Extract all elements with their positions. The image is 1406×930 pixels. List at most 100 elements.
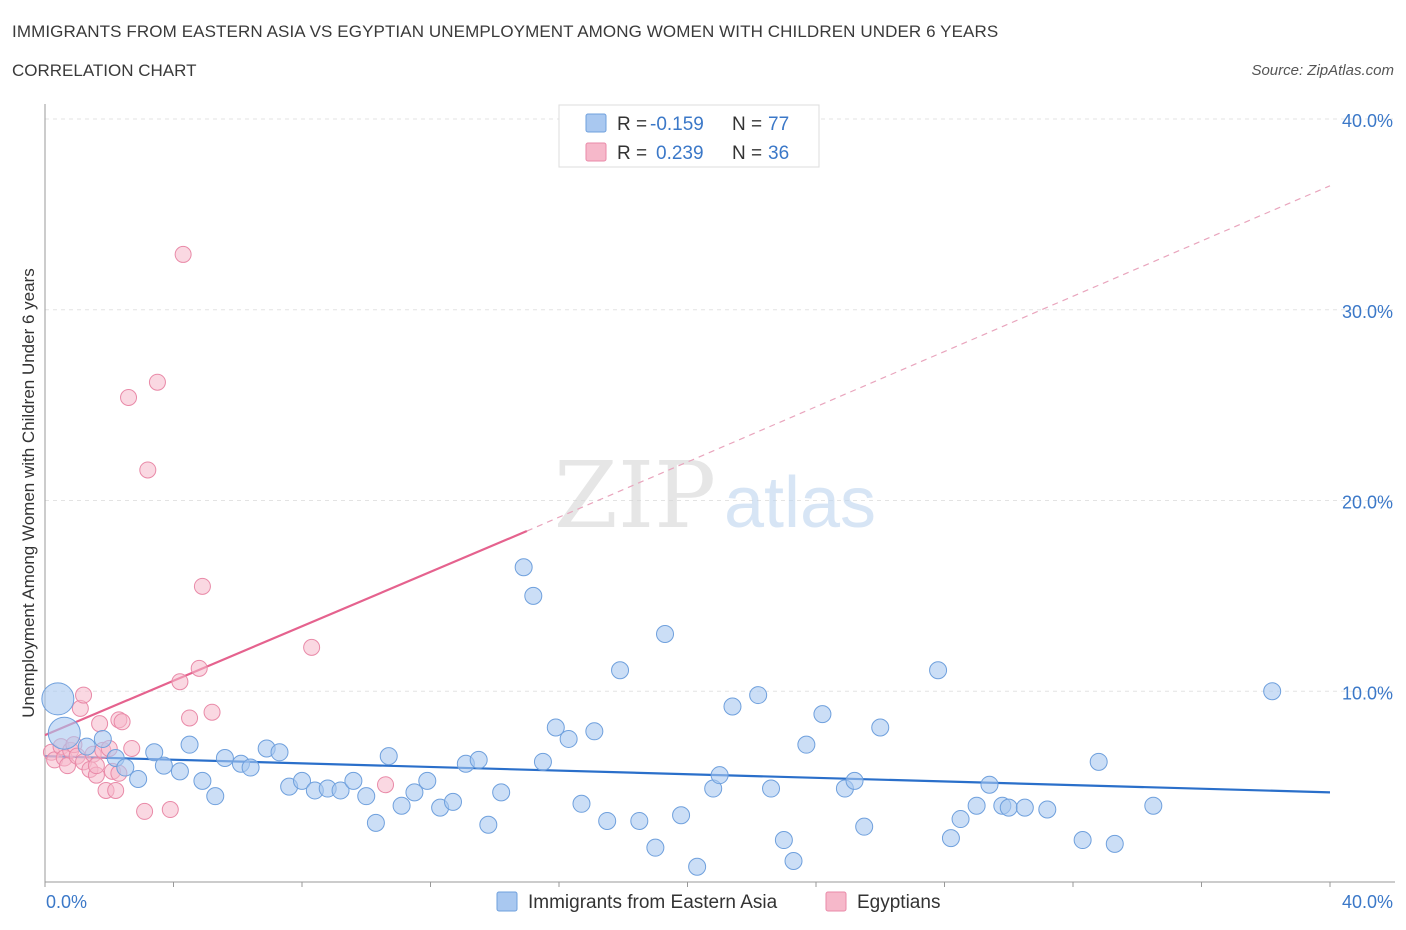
y-tick-label: 40.0% [1342, 111, 1393, 131]
watermark-zip: ZIP [554, 442, 716, 549]
point-eastern-asia [797, 735, 816, 754]
point-eastern-asia [572, 794, 591, 813]
legend-n-label-blue: N = [732, 114, 762, 135]
point-eastern-asia [366, 813, 385, 832]
point-eastern-asia [967, 796, 986, 815]
series-legend-label-pink: Egyptians [857, 892, 940, 913]
legend-r-label-pink: R = [617, 143, 647, 164]
point-eastern-asia [1015, 798, 1034, 817]
chart-title: IMMIGRANTS FROM EASTERN ASIA VS EGYPTIAN… [12, 22, 999, 41]
point-egyptians [161, 801, 179, 819]
x-tick-label-min: 0.0% [46, 892, 87, 912]
series-legend: Immigrants from Eastern Asia Egyptians [496, 891, 940, 913]
point-eastern-asia [1089, 752, 1108, 771]
point-egyptians [181, 709, 199, 727]
point-egyptians [377, 776, 395, 794]
point-eastern-asia [1038, 800, 1057, 819]
point-eastern-asia [533, 752, 552, 771]
point-eastern-asia [559, 729, 578, 748]
y-tick-label: 30.0% [1342, 302, 1393, 322]
legend-swatch-blue [585, 113, 607, 133]
point-eastern-asia [723, 697, 742, 716]
point-eastern-asia [774, 831, 793, 850]
stats-legend: R = -0.159 N = 77 R = 0.239 N = 36 [558, 104, 820, 168]
point-eastern-asia [1105, 834, 1124, 853]
series-legend-swatch-pink [825, 891, 847, 912]
point-egyptians [75, 686, 93, 704]
point-eastern-asia [270, 743, 289, 762]
point-eastern-asia [524, 586, 543, 605]
point-eastern-asia [688, 857, 707, 876]
point-eastern-asia [41, 682, 75, 716]
legend-swatch-pink [585, 142, 607, 162]
point-eastern-asia [170, 762, 189, 781]
data-points [41, 245, 1282, 876]
point-egyptians [136, 802, 154, 820]
point-eastern-asia [784, 852, 803, 871]
point-eastern-asia [871, 718, 890, 737]
point-egyptians [123, 739, 141, 757]
point-eastern-asia [93, 729, 112, 748]
point-eastern-asia [941, 829, 960, 848]
point-egyptians [113, 713, 131, 731]
point-eastern-asia [129, 769, 148, 788]
point-eastern-asia [405, 783, 424, 802]
chart-subtitle: CORRELATION CHART [12, 61, 197, 80]
legend-n-label-pink: N = [732, 143, 762, 164]
trend-lines [44, 185, 1331, 794]
point-eastern-asia [1144, 796, 1163, 815]
point-egyptians [193, 577, 211, 595]
point-eastern-asia [206, 787, 225, 806]
y-tick-label: 10.0% [1342, 683, 1393, 703]
point-eastern-asia [710, 766, 729, 785]
legend-r-label-blue: R = [617, 114, 647, 135]
trend-line-eastern-asia [44, 755, 1331, 794]
point-eastern-asia [1263, 682, 1282, 701]
series-legend-label-blue: Immigrants from Eastern Asia [528, 892, 778, 913]
point-egyptians [190, 659, 208, 677]
point-eastern-asia [999, 798, 1018, 817]
point-eastern-asia [656, 625, 675, 644]
point-eastern-asia [215, 749, 234, 768]
point-eastern-asia [241, 758, 260, 777]
trend-line-egyptians-extension [526, 185, 1331, 532]
watermark-atlas: atlas [724, 463, 876, 543]
legend-n-value-pink: 36 [768, 143, 789, 164]
x-tick-label-max: 40.0% [1342, 892, 1393, 912]
point-eastern-asia [1073, 831, 1092, 850]
point-eastern-asia [672, 806, 691, 825]
point-eastern-asia [762, 779, 781, 798]
y-tick-label: 20.0% [1342, 493, 1393, 513]
point-eastern-asia [845, 771, 864, 790]
legend-r-value-blue: -0.159 [650, 114, 704, 135]
point-eastern-asia [598, 811, 617, 830]
point-eastern-asia [357, 787, 376, 806]
point-egyptians [139, 461, 157, 479]
point-eastern-asia [492, 783, 511, 802]
point-eastern-asia [293, 771, 311, 790]
point-eastern-asia [514, 558, 533, 577]
point-eastern-asia [180, 735, 199, 754]
point-egyptians [91, 715, 109, 733]
point-egyptians [303, 638, 321, 656]
point-eastern-asia [47, 716, 81, 750]
point-eastern-asia [951, 810, 970, 829]
point-eastern-asia [344, 771, 363, 790]
point-egyptians [203, 703, 221, 721]
point-eastern-asia [980, 775, 999, 794]
point-eastern-asia [379, 747, 398, 766]
point-eastern-asia [418, 771, 437, 790]
point-eastern-asia [77, 737, 96, 756]
point-eastern-asia [193, 771, 212, 790]
point-eastern-asia [392, 796, 411, 815]
point-eastern-asia [646, 838, 665, 857]
point-egyptians [87, 757, 105, 775]
point-eastern-asia [154, 756, 173, 775]
point-eastern-asia [630, 811, 649, 830]
legend-n-value-blue: 77 [768, 114, 789, 135]
point-egyptians [171, 673, 189, 691]
point-eastern-asia [469, 750, 488, 769]
series-legend-swatch-blue [496, 891, 518, 912]
source-credit: Source: ZipAtlas.com [1251, 62, 1394, 79]
